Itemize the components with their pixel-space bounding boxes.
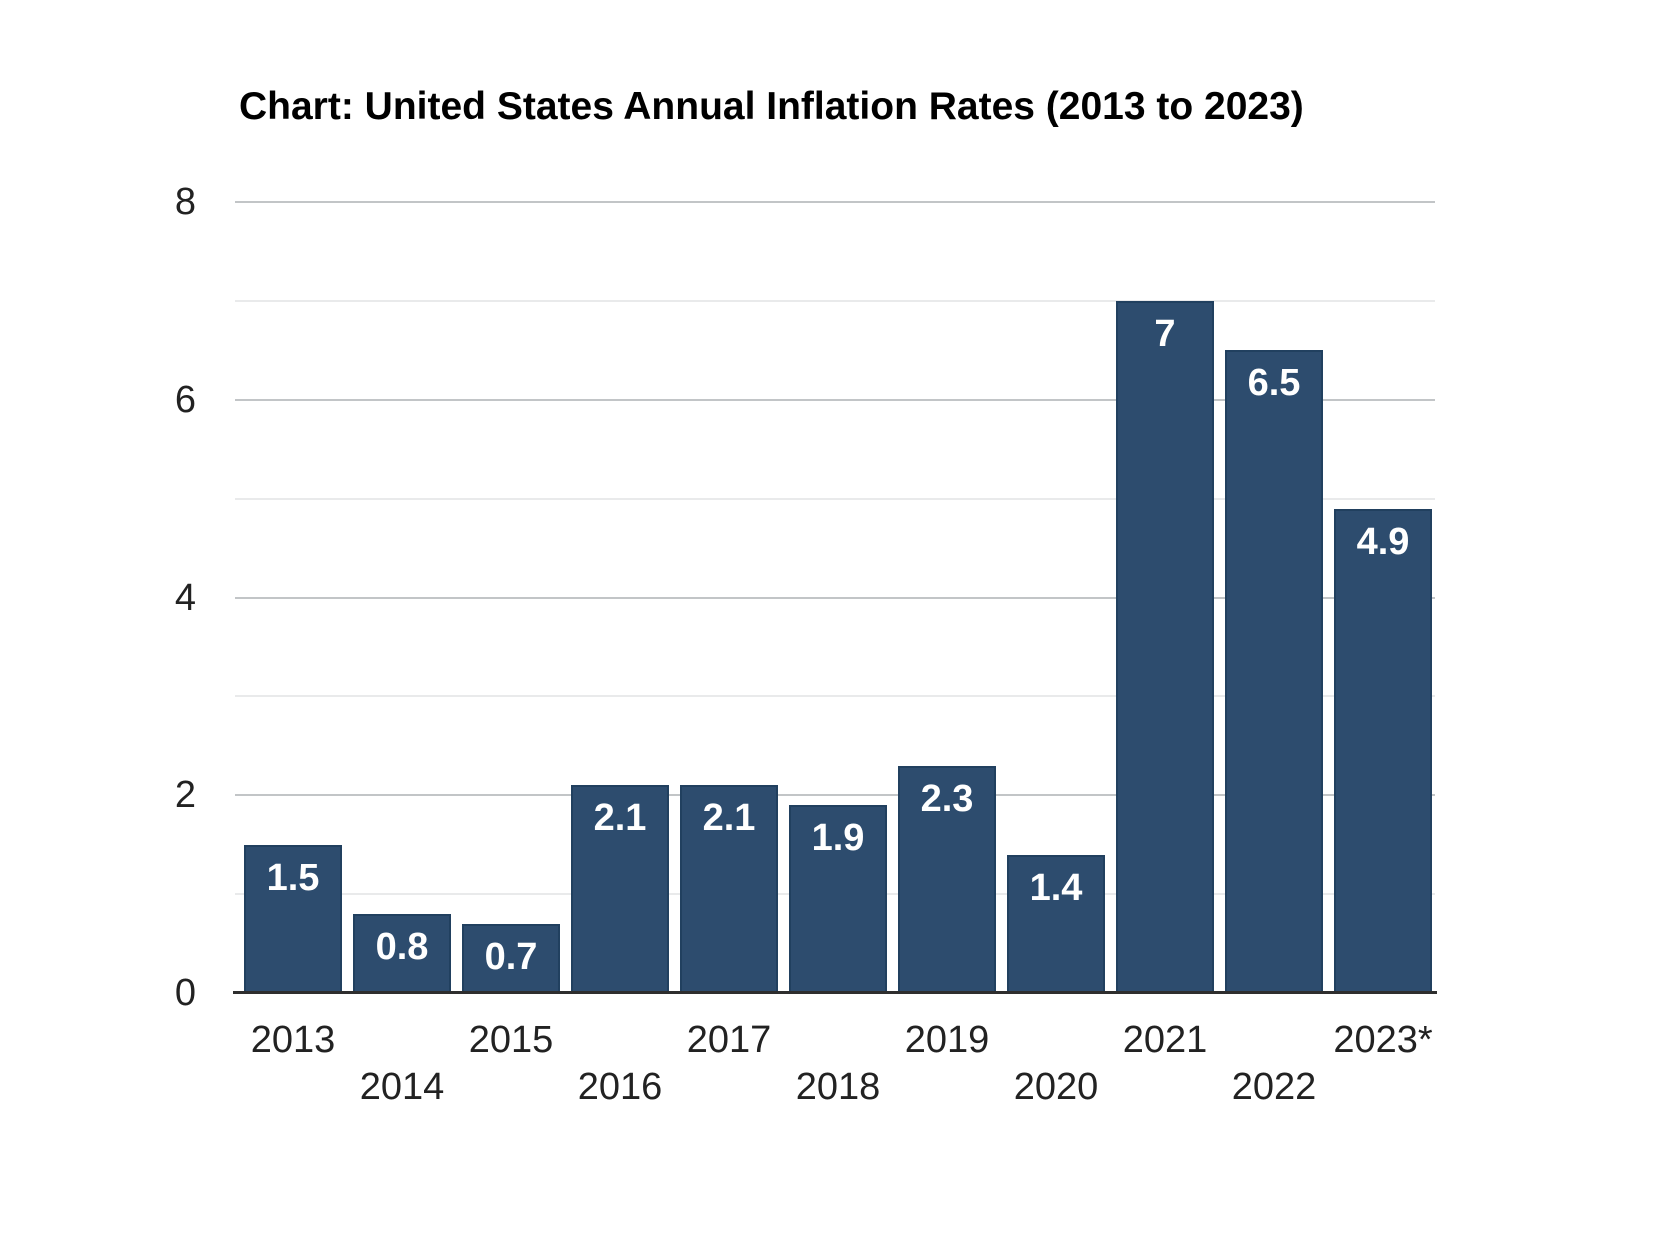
gridline-3 bbox=[235, 695, 1435, 698]
x-tick-2013: 2013 bbox=[250, 1019, 336, 1061]
bar-value-label: 0.8 bbox=[375, 926, 429, 968]
bar-2022: 6.5 bbox=[1225, 350, 1323, 993]
bar-2020: 1.4 bbox=[1007, 855, 1105, 993]
x-tick-2023: 2023* bbox=[1333, 1019, 1433, 1061]
bar-value-label: 7 bbox=[1154, 313, 1176, 355]
bar-2016: 2.1 bbox=[571, 785, 669, 993]
x-tick-2017: 2017 bbox=[686, 1019, 772, 1061]
gridline-5 bbox=[235, 497, 1435, 500]
y-tick-2: 2 bbox=[174, 774, 196, 817]
bar-value-label: 1.9 bbox=[811, 817, 865, 859]
x-tick-2021: 2021 bbox=[1122, 1019, 1208, 1061]
bar-2014: 0.8 bbox=[353, 914, 451, 993]
bar-2021: 7 bbox=[1116, 301, 1214, 993]
bar-2017: 2.1 bbox=[680, 785, 778, 993]
gridline-2 bbox=[235, 794, 1435, 797]
x-tick-2022: 2022 bbox=[1231, 1066, 1317, 1108]
bar-value-label: 2.1 bbox=[702, 797, 756, 839]
bar-2013: 1.5 bbox=[244, 845, 342, 993]
x-tick-2020: 2020 bbox=[1013, 1066, 1099, 1108]
bar-value-label: 2.1 bbox=[593, 797, 647, 839]
bar-value-label: 0.7 bbox=[484, 936, 538, 978]
y-tick-0: 0 bbox=[174, 972, 196, 1014]
bar-value-label: 4.9 bbox=[1356, 521, 1410, 563]
gridline-7 bbox=[235, 299, 1435, 302]
x-tick-2018: 2018 bbox=[795, 1066, 881, 1108]
bar-value-label: 2.3 bbox=[920, 778, 974, 820]
x-tick-2019: 2019 bbox=[904, 1019, 990, 1061]
gridline-4 bbox=[235, 596, 1435, 599]
chart-title: Chart: United States Annual Inflation Ra… bbox=[239, 85, 1304, 128]
bar-value-label: 1.4 bbox=[1029, 867, 1083, 909]
gridline-8 bbox=[235, 201, 1435, 203]
bar-2023: 4.9 bbox=[1334, 509, 1432, 993]
bar-2018: 1.9 bbox=[789, 805, 887, 993]
gridline-6 bbox=[235, 398, 1435, 401]
bar-2019: 2.3 bbox=[898, 766, 996, 993]
y-tick-6: 6 bbox=[174, 378, 196, 421]
y-tick-8: 8 bbox=[174, 181, 196, 223]
x-tick-2016: 2016 bbox=[577, 1066, 663, 1108]
bar-value-label: 6.5 bbox=[1247, 362, 1301, 404]
plot-area: 1.5 0.8 0.7 2.1 2.1 1.9 2.3 1.4 7 6.5 4.9 bbox=[235, 201, 1435, 993]
bar-value-label: 1.5 bbox=[266, 857, 320, 899]
x-tick-2015: 2015 bbox=[468, 1019, 554, 1061]
x-axis-line bbox=[233, 991, 1437, 994]
x-tick-2014: 2014 bbox=[359, 1066, 445, 1108]
y-tick-4: 4 bbox=[174, 576, 196, 619]
bar-2015: 0.7 bbox=[462, 924, 560, 993]
